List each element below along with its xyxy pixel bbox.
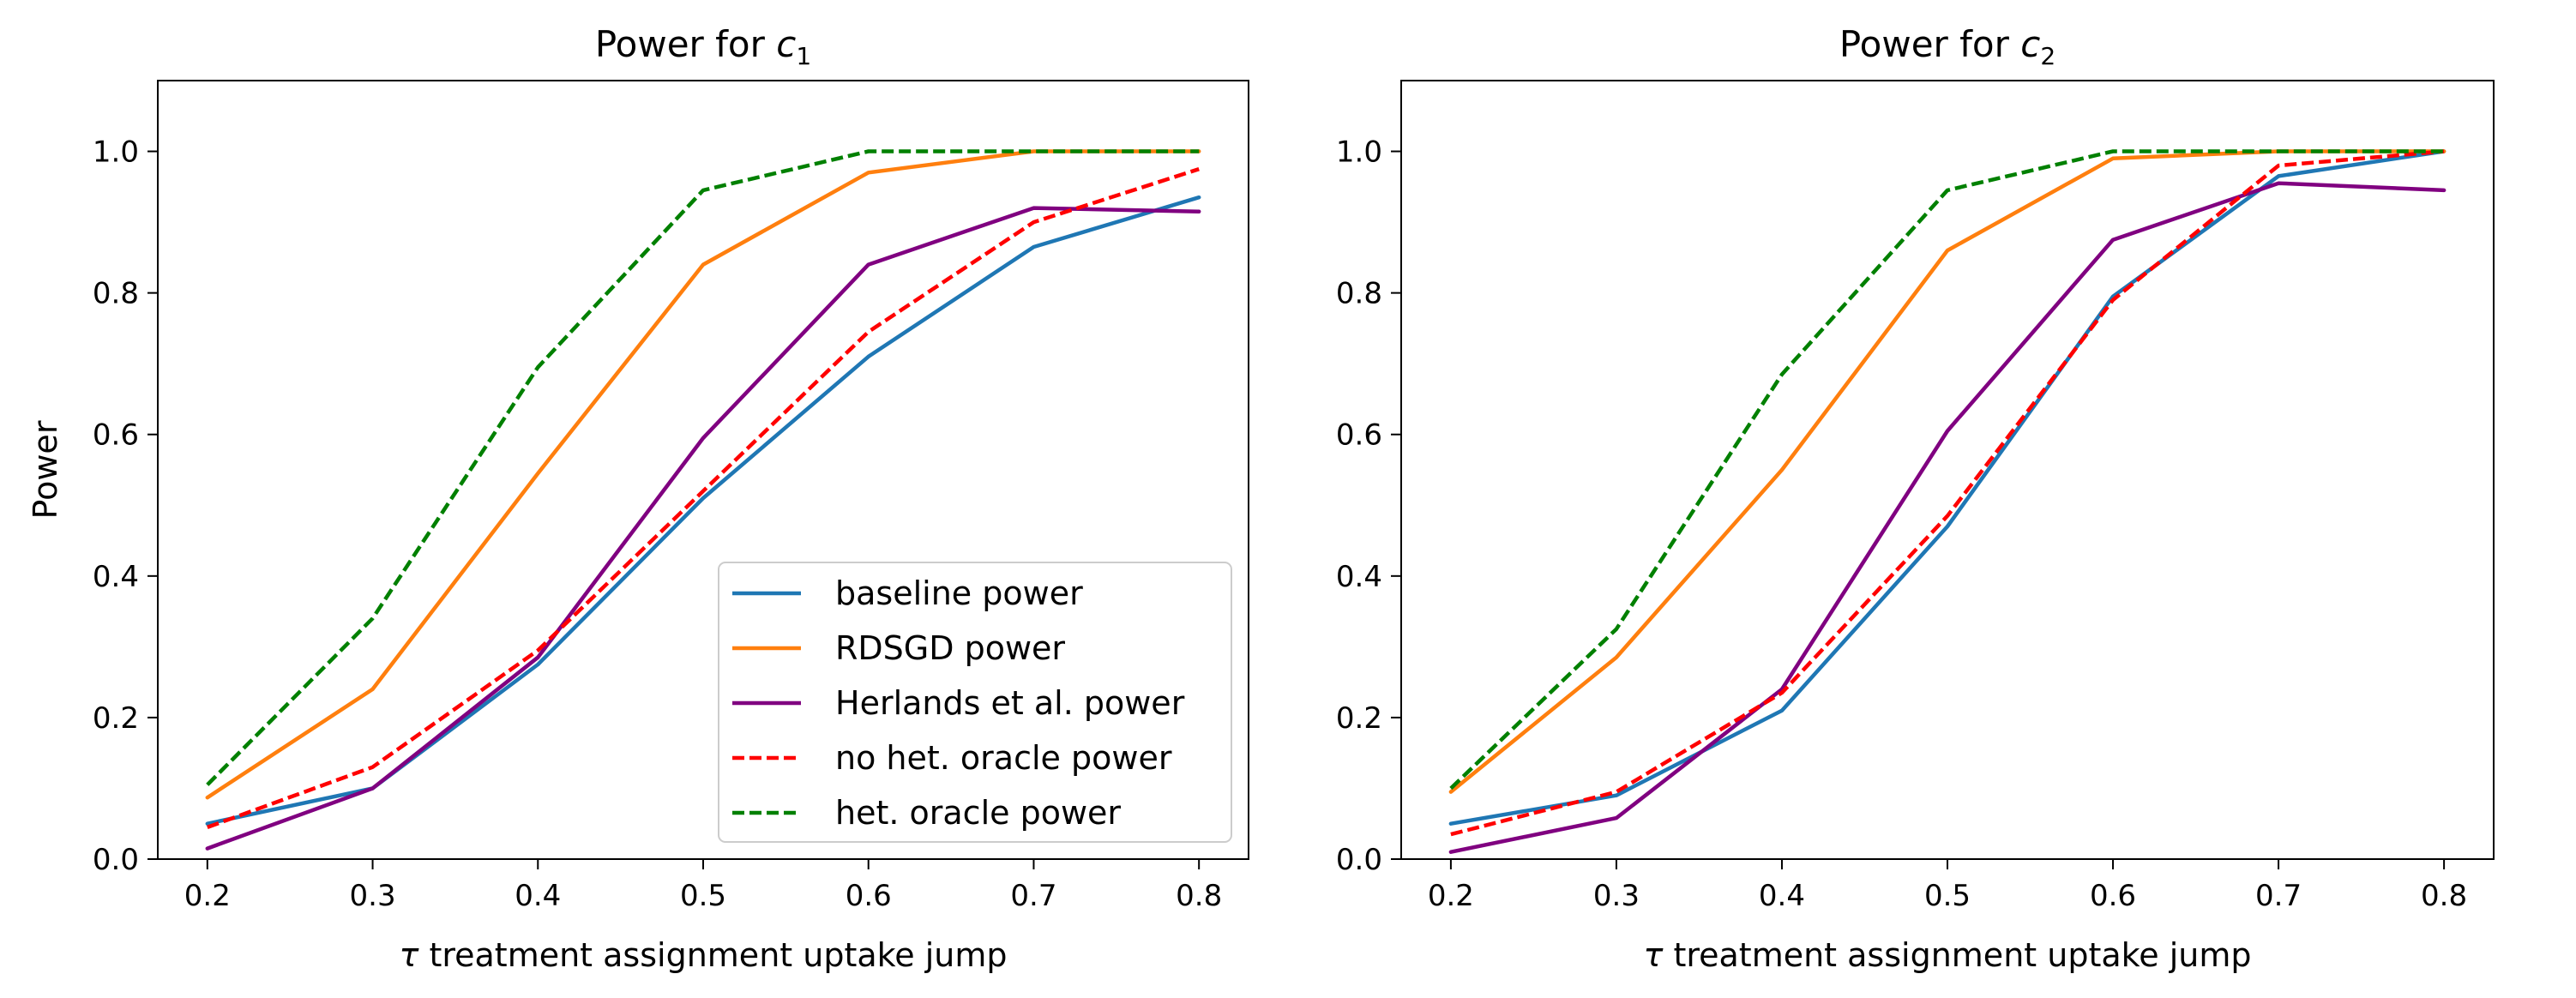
axes-frame: [1400, 80, 2495, 860]
legend-box: [718, 562, 1232, 843]
y-tick-label: 0.4: [1336, 560, 1382, 594]
series-line-2: [205, 149, 1201, 800]
x-tick-label: 0.6: [846, 879, 892, 913]
y-tick-label: 0.2: [1336, 701, 1382, 736]
x-tick-label: 0.4: [1759, 879, 1805, 913]
legend-label: baseline power: [835, 574, 1083, 612]
y-tick-label: 0.6: [1336, 418, 1382, 453]
y-axis-label: Power: [27, 420, 64, 519]
y-tick-label: 0.8: [93, 277, 139, 311]
y-tick-label: 0.0: [93, 843, 139, 877]
legend-label: RDSGD power: [835, 629, 1065, 667]
x-tick-label: 0.4: [515, 879, 561, 913]
x-tick-label: 0.7: [1010, 879, 1056, 913]
chart-panel-1: 0.2 0.3 0.4 0.5 0.6 0.7 0.8 0.0 0.2 0.4 0.6 0.8 1.0 P…: [27, 23, 1249, 974]
series-line-5: [206, 149, 1200, 786]
y-tick-label: 0.4: [93, 560, 139, 594]
legend: baseline power RDSGD power Herlands et al.…: [718, 562, 1232, 843]
y-tick-label: 0.2: [93, 701, 139, 736]
series-line-2: [1448, 149, 2447, 794]
series-line-3: [205, 206, 1201, 851]
x-tick-label: 0.2: [1428, 879, 1474, 913]
series-line-5: [1449, 149, 2445, 791]
chart-title: Power for c2: [1839, 23, 2055, 70]
x-axis-label: τ treatment assignment uptake jump: [399, 936, 1007, 974]
y-tick-label: 1.0: [1336, 135, 1382, 170]
x-tick-label: 0.2: [184, 879, 231, 913]
x-axis-label: τ treatment assignment uptake jump: [1643, 936, 2251, 974]
x-tick-label: 0.3: [350, 879, 396, 913]
x-tick-label: 0.8: [2421, 879, 2467, 913]
x-tick-label: 0.3: [1593, 879, 1640, 913]
series-line-4: [1450, 149, 2445, 837]
chart-panel-2: 0.2 0.3 0.4 0.5 0.6 0.7 0.8 0.0 0.2 0.4 0.6 0.8 1.0 P…: [1336, 23, 2495, 974]
series-line-4: [207, 167, 1200, 830]
x-tick-label: 0.7: [2255, 879, 2302, 913]
x-tick-label: 0.5: [1924, 879, 1971, 913]
y-tick-label: 1.0: [93, 135, 139, 170]
x-tick-label: 0.6: [2090, 879, 2136, 913]
y-tick-label: 0.6: [93, 418, 139, 453]
series-line-1: [1448, 149, 2447, 826]
legend-label: Herlands et al. power: [835, 684, 1185, 722]
y-tick-label: 0.8: [1336, 277, 1382, 311]
x-tick-label: 0.8: [1176, 879, 1222, 913]
legend-label: no het. oracle power: [835, 739, 1172, 777]
y-tick-label: 0.0: [1336, 843, 1382, 877]
x-tick-label: 0.5: [680, 879, 726, 913]
chart-title: Power for c1: [595, 23, 811, 70]
series-line-3: [1448, 181, 2447, 854]
legend-label: het. oracle power: [835, 794, 1121, 832]
